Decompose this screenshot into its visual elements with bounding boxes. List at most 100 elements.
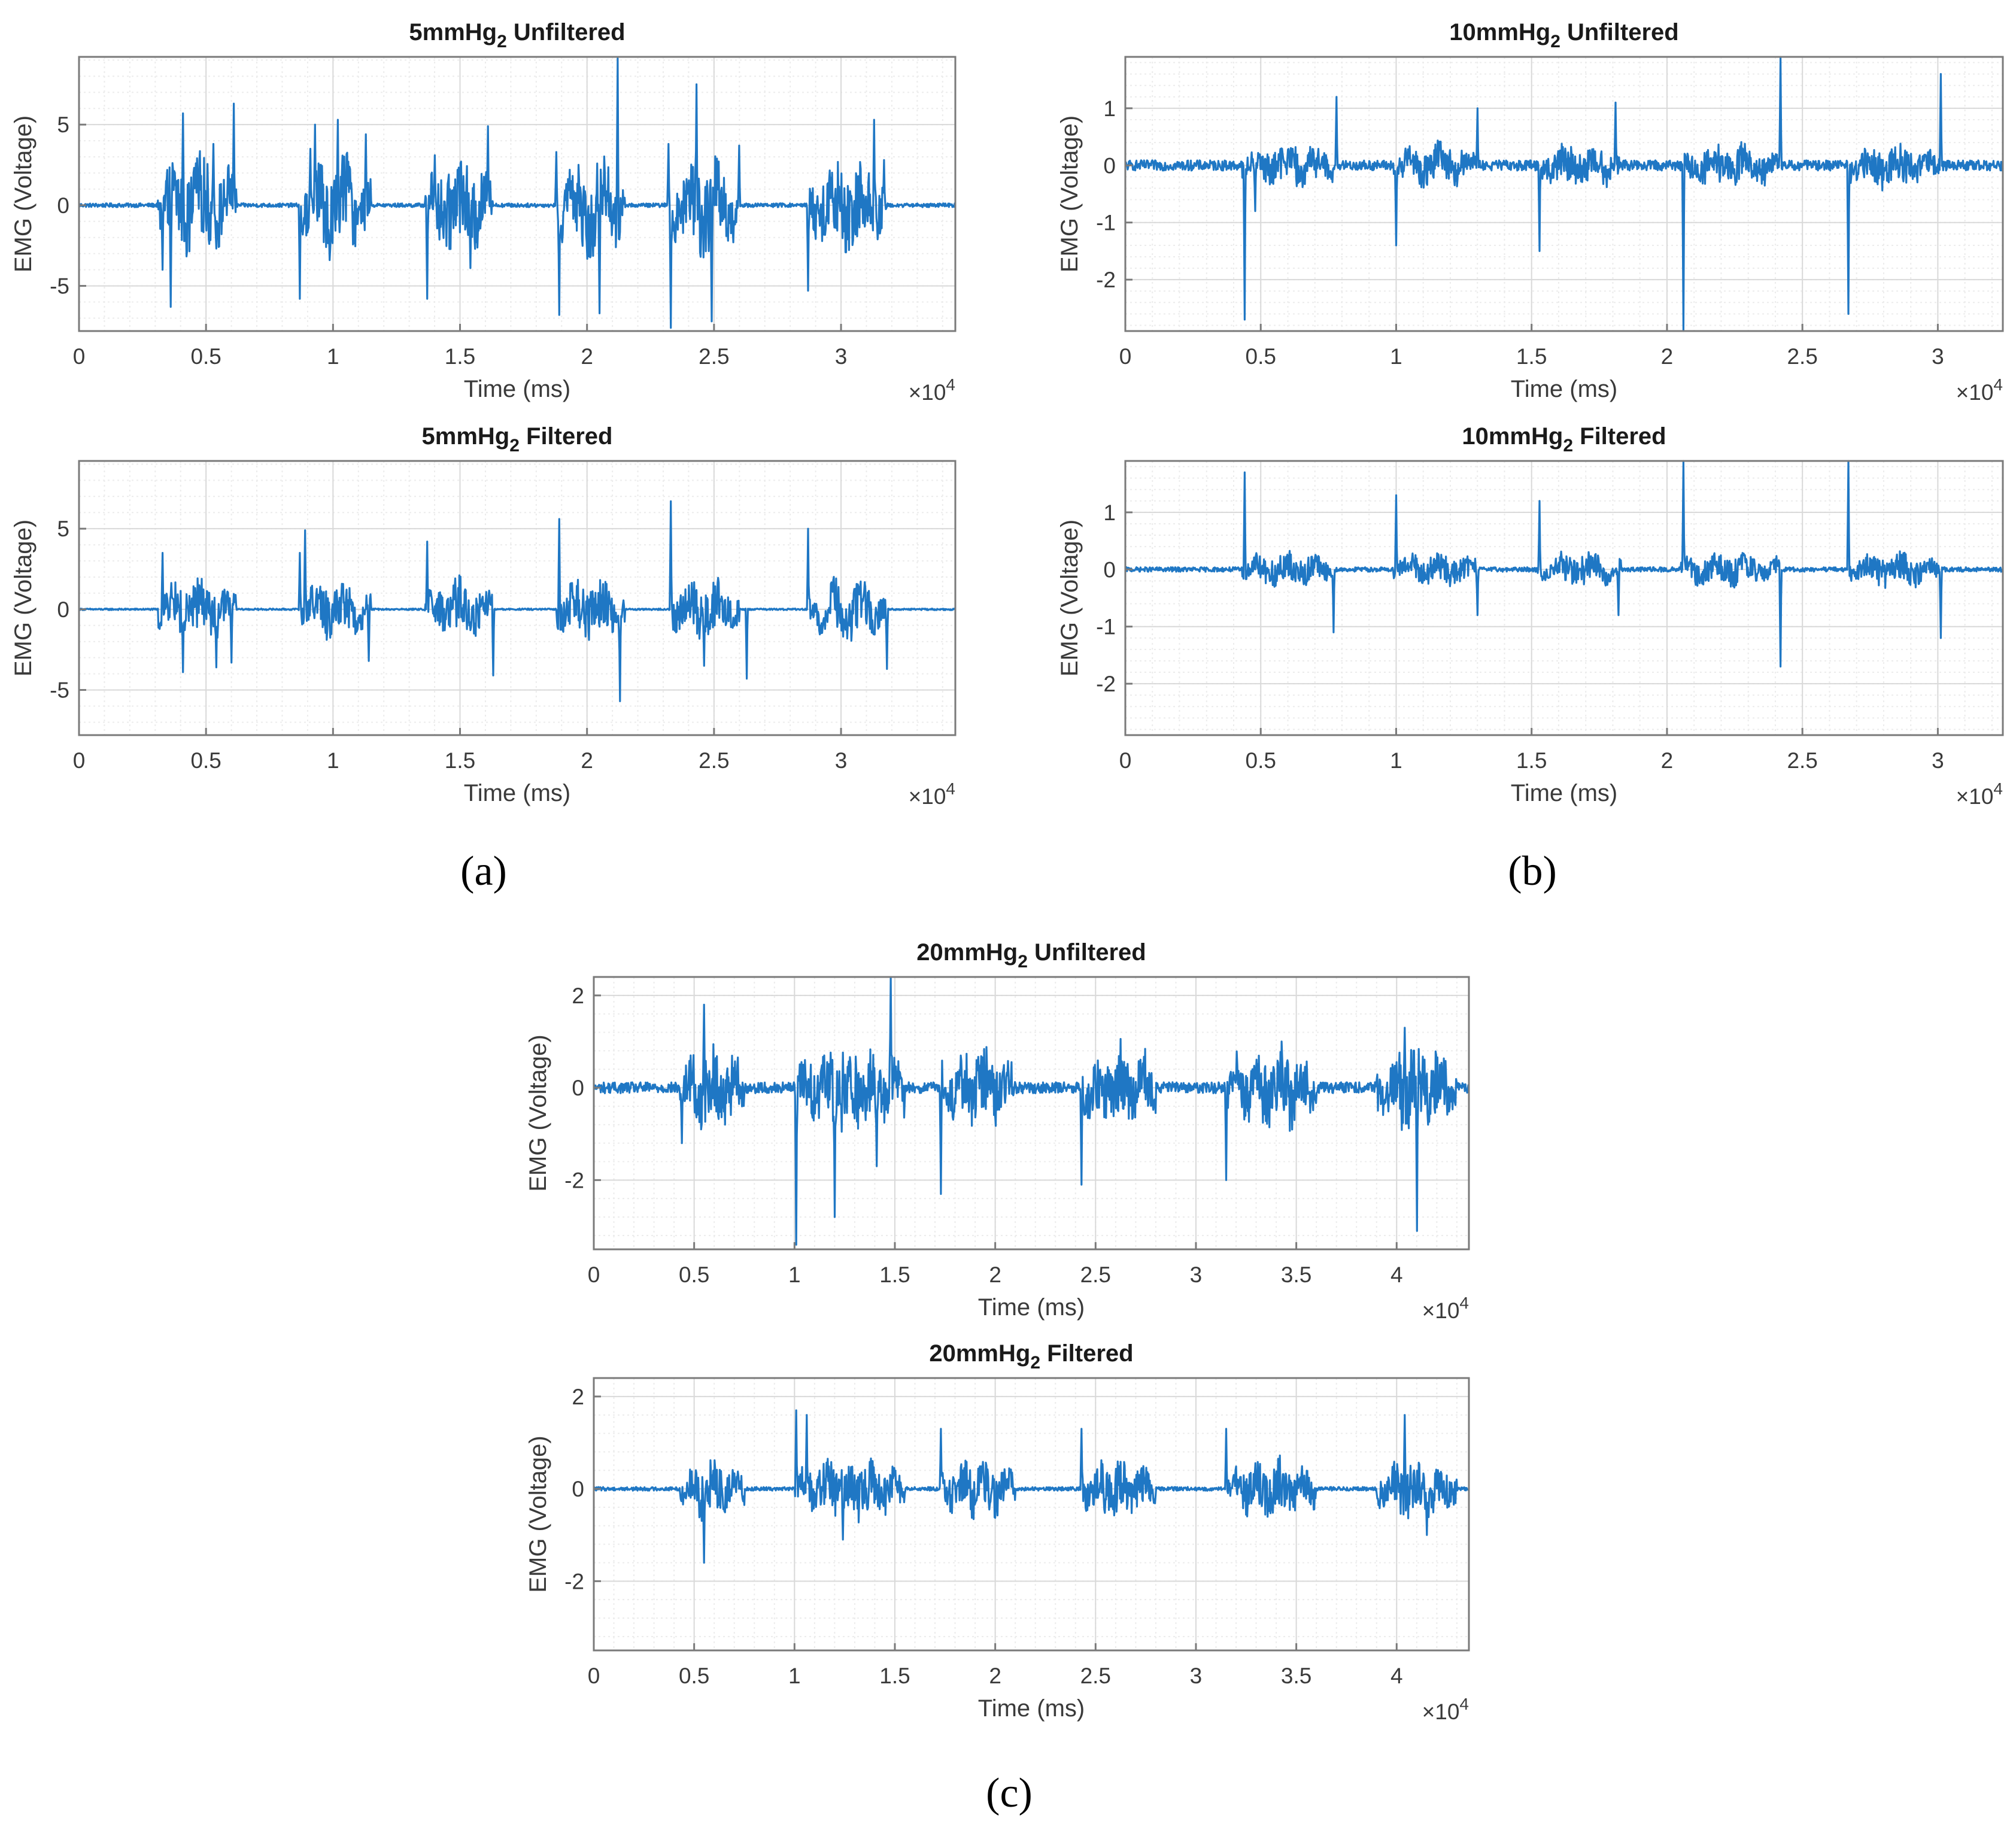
- x-axis-label: Time (ms): [464, 780, 570, 806]
- series-line: [1124, 460, 2004, 668]
- x-tick-label: 0: [73, 344, 86, 369]
- y-tick-label: 0: [1103, 153, 1116, 178]
- chart-title-subscript: 2: [509, 436, 520, 456]
- chart-5mmhg-unfiltered: 0 0.5 1 1.5 2 2.5 3 -5 0 5 ×104 Time (ms) EMG (Volta…: [10, 19, 957, 405]
- axes-frame: [1124, 460, 2004, 736]
- x-tick-label: 0.5: [1246, 344, 1276, 369]
- x-exponent-power: 4: [946, 375, 955, 394]
- x-tick-label: 1: [327, 344, 339, 369]
- x-exponent-label: ×104: [1422, 1695, 1469, 1724]
- chart-title-main: 5mmHg: [409, 19, 497, 45]
- x-axis-label: Time (ms): [978, 1294, 1085, 1321]
- series-line: [593, 1409, 1470, 1564]
- chart-title-subscript: 2: [1563, 436, 1573, 456]
- x-tick-label: 1.5: [1516, 344, 1547, 369]
- chart-title-subscript: 2: [1550, 32, 1560, 51]
- chart-title-rest: Unfiltered: [507, 19, 626, 45]
- x-tick-label: 1.5: [879, 1664, 910, 1688]
- axes-frame: [1124, 56, 2004, 332]
- x-exponent-label: ×104: [909, 779, 955, 809]
- x-tick-label: 2: [581, 748, 593, 773]
- y-axis-label: EMG (Voltage): [10, 520, 37, 676]
- x-tick-label: 0.5: [679, 1664, 709, 1688]
- x-exponent-power: 4: [946, 779, 955, 798]
- x-exponent-label: ×104: [1956, 779, 2003, 809]
- chart-title: 20mmHg2 Filtered: [929, 1340, 1133, 1373]
- y-axis-label: EMG (Voltage): [1056, 116, 1083, 272]
- chart-title-subscript: 2: [1018, 952, 1028, 972]
- y-tick-label: -1: [1096, 211, 1116, 235]
- axes-frame: [593, 1377, 1470, 1652]
- x-tick-label: 1: [1390, 344, 1402, 369]
- y-tick-label: 0: [1103, 557, 1116, 582]
- x-tick-label: 0: [73, 748, 86, 773]
- x-tick-label: 2.5: [699, 748, 729, 773]
- y-tick-label: -2: [564, 1168, 584, 1192]
- x-exponent-label: ×104: [1422, 1294, 1469, 1323]
- chart-title-subscript: 2: [1030, 1353, 1040, 1373]
- x-tick-label: 0: [1119, 344, 1132, 369]
- panel-label-b: (b): [1508, 848, 1557, 894]
- chart-title-main: 20mmHg: [916, 939, 1018, 966]
- chart-title-subscript: 2: [497, 32, 507, 51]
- panel-label-c: (c): [986, 1770, 1033, 1816]
- x-exponent-power: 4: [1459, 1294, 1469, 1312]
- x-tick-label: 0.5: [190, 748, 221, 773]
- y-tick-label: 0: [57, 193, 69, 218]
- x-tick-label: 3: [1932, 344, 1944, 369]
- chart-title: 10mmHg2 Unfiltered: [1449, 19, 1678, 51]
- y-tick-label: 5: [57, 113, 69, 137]
- x-tick-label: 3.5: [1281, 1664, 1311, 1688]
- x-tick-label: 2.5: [1787, 344, 1817, 369]
- x-tick-label: 2.5: [1080, 1664, 1111, 1688]
- y-tick-label: -2: [564, 1569, 584, 1594]
- x-axis-label: Time (ms): [1511, 376, 1617, 402]
- y-tick-label: 2: [572, 1385, 584, 1409]
- x-exponent-base: ×10: [1956, 380, 1994, 405]
- x-exponent-base: ×10: [909, 784, 946, 809]
- y-tick-label: -5: [50, 274, 69, 299]
- x-tick-label: 1: [788, 1263, 801, 1287]
- x-exponent-label: ×104: [909, 375, 955, 405]
- x-tick-label: 2: [1661, 748, 1674, 773]
- y-axis-label: EMG (Voltage): [1056, 520, 1083, 676]
- axes-frame: [78, 460, 957, 736]
- y-axis-label: EMG (Voltage): [525, 1034, 551, 1191]
- x-tick-label: 1.5: [1516, 748, 1547, 773]
- y-tick-label: -2: [1096, 672, 1116, 696]
- y-tick-label: -5: [50, 678, 69, 703]
- chart-title-rest: Filtered: [520, 423, 613, 450]
- x-tick-label: 0: [588, 1263, 600, 1287]
- series-line: [593, 976, 1470, 1246]
- x-tick-label: 0: [1119, 748, 1132, 773]
- y-tick-label: 0: [572, 1076, 584, 1100]
- chart-5mmhg-filtered: 0 0.5 1 1.5 2 2.5 3 -5 0 5 ×104 Time (ms) EMG (Volta…: [10, 423, 957, 809]
- x-tick-label: 0: [588, 1664, 600, 1688]
- y-tick-label: 2: [572, 984, 584, 1008]
- series-line: [78, 500, 956, 702]
- x-axis-label: Time (ms): [464, 376, 570, 402]
- panel-label-a: (a): [460, 848, 507, 894]
- x-tick-label: 3: [835, 748, 848, 773]
- chart-title-main: 5mmHg: [422, 423, 510, 450]
- x-tick-label: 4: [1390, 1263, 1403, 1287]
- x-tick-label: 2: [1661, 344, 1674, 369]
- x-tick-label: 3: [1190, 1664, 1203, 1688]
- x-tick-label: 0.5: [1246, 748, 1276, 773]
- series-line: [1125, 56, 2004, 332]
- chart-title-rest: Filtered: [1040, 1340, 1134, 1367]
- y-tick-label: -2: [1096, 268, 1116, 292]
- chart-title: 5mmHg2 Unfiltered: [409, 19, 625, 51]
- x-tick-label: 2.5: [1080, 1263, 1111, 1287]
- y-tick-label: 1: [1103, 500, 1116, 525]
- x-tick-label: 2: [989, 1664, 1001, 1688]
- chart-title-rest: Unfiltered: [1560, 19, 1679, 45]
- x-tick-label: 4: [1390, 1664, 1403, 1688]
- chart-title: 5mmHg2 Filtered: [422, 423, 613, 456]
- chart-title-rest: Filtered: [1573, 423, 1666, 450]
- y-tick-label: -1: [1096, 615, 1116, 639]
